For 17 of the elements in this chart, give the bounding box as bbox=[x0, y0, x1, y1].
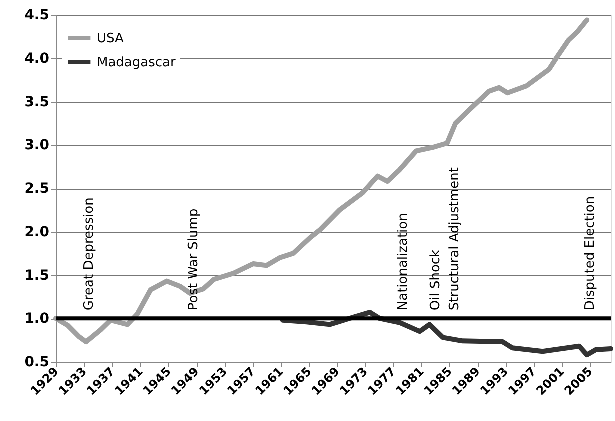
y-tick-label: 1.5 bbox=[24, 268, 50, 284]
annotation: Disputed Election bbox=[582, 196, 598, 311]
y-tick-label: 4.5 bbox=[24, 8, 50, 24]
y-tick-label: 3.5 bbox=[24, 94, 50, 110]
annotation: Great Depression bbox=[82, 198, 98, 311]
legend-label: USA bbox=[97, 32, 124, 46]
y-tick-label: 2.0 bbox=[24, 224, 50, 240]
y-tick-label: 3.0 bbox=[24, 138, 50, 154]
annotation: Structural Adjustment bbox=[447, 168, 462, 311]
y-tick-label: 2.5 bbox=[24, 181, 50, 197]
legend-label: Madagascar bbox=[97, 56, 177, 70]
annotation: Post War Slump bbox=[186, 208, 202, 311]
y-tick-label: 4.0 bbox=[24, 50, 50, 67]
y-tick-label: 0.5 bbox=[24, 354, 50, 370]
annotation: Oil Shock bbox=[428, 249, 444, 311]
annotation: Nationalization bbox=[396, 213, 412, 311]
y-tick-label: 1.0 bbox=[24, 311, 50, 328]
